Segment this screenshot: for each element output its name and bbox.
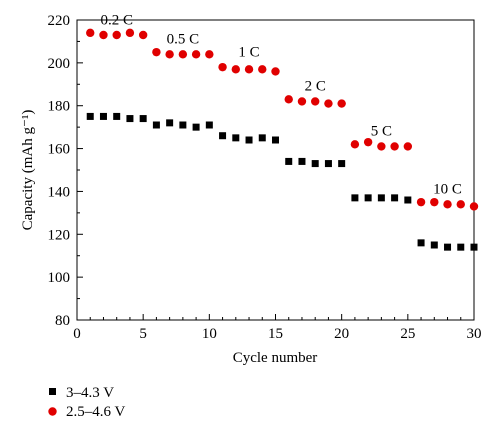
data-point-3-4.3v [351,194,359,202]
data-point-3-4.3v [126,115,134,123]
data-point-2.5-4.6v [430,197,439,207]
legend-label-2.5-4.6v: 2.5–4.6 V [66,404,125,420]
data-point-3-4.3v [192,123,200,131]
data-point-3-4.3v [457,243,465,251]
data-point-2.5-4.6v [456,200,465,209]
legend: 3–4.3 V 2.5–4.6 V [48,385,125,420]
x-axis-title: Cycle number [233,350,318,366]
rate-label: 2 C [305,79,326,95]
data-point-2.5-4.6v [297,97,307,106]
x-tick-label: 30 [467,326,482,342]
data-point-2.5-4.6v [178,50,188,59]
data-point-3-4.3v [152,121,160,129]
data-point-2.5-4.6v [231,65,240,74]
data-point-3-4.3v [324,160,332,168]
data-point-3-4.3v [219,132,227,140]
x-tick-label: 10 [202,326,217,342]
y-tick-label: 180 [48,99,71,115]
data-point-2.5-4.6v [311,97,320,106]
data-point-2.5-4.6v [205,50,214,59]
rate-label: 0.2 C [100,12,133,28]
data-point-3-4.3v [258,134,266,142]
data-point-2.5-4.6v [165,50,174,59]
y-tick-label: 220 [48,13,71,29]
data-point-2.5-4.6v [390,142,399,151]
data-point-2.5-4.6v [377,142,386,151]
data-point-3-4.3v [364,194,372,202]
data-point-3-4.3v [377,194,385,202]
data-point-3-4.3v [430,241,438,249]
x-tick-label: 0 [73,326,81,342]
data-point-2.5-4.6v [363,137,373,147]
data-point-2.5-4.6v [258,65,267,74]
data-point-2.5-4.6v [112,30,121,40]
data-point-3-4.3v [113,112,121,120]
y-axis: 80 100 120 140 160 180 200 220 [48,13,83,329]
y-axis-title: Capacity (mAh g⁻¹) [20,110,36,231]
data-point-2.5-4.6v [152,47,161,57]
x-axis: 0 5 10 15 20 25 30 [73,314,482,342]
data-point-3-4.3v [272,136,279,144]
data-point-2.5-4.6v [125,28,135,38]
data-point-2.5-4.6v [284,95,293,104]
x-tick-label: 25 [400,326,415,342]
data-point-3-4.3v [232,134,240,142]
data-point-2.5-4.6v [324,99,333,108]
x-tick-label: 15 [268,326,283,342]
data-point-2.5-4.6v [403,142,413,151]
data-point-2.5-4.6v [443,200,452,209]
data-point-2.5-4.6v [191,50,201,59]
y-tick-label: 160 [48,142,71,158]
data-point-3-4.3v [205,121,213,129]
rate-label: 0.5 C [167,32,200,48]
legend-marker-2.5-4.6v [48,407,57,416]
data-point-3-4.3v [338,160,346,168]
data-point-2.5-4.6v [271,67,280,76]
data-point-2.5-4.6v [138,30,148,40]
data-point-2.5-4.6v [350,140,360,149]
rate-label: 10 C [433,182,462,198]
data-point-2.5-4.6v [416,197,426,207]
legend-label-3-4.3v: 3–4.3 V [66,385,114,401]
y-tick-label: 200 [48,56,71,72]
data-point-3-4.3v [139,115,147,123]
data-point-2.5-4.6v [244,65,254,74]
data-point-3-4.3v [245,136,253,144]
x-tick-label: 5 [139,326,147,342]
data-point-2.5-4.6v [337,99,346,108]
y-tick-label: 120 [48,227,71,243]
legend-marker-3-4.3v [49,388,56,395]
data-point-3-4.3v [444,243,452,251]
data-point-2.5-4.6v [86,28,95,38]
data-point-3-4.3v [391,194,399,202]
data-point-2.5-4.6v [469,202,479,211]
rate-label: 1 C [238,44,259,60]
series-layer [86,28,479,251]
data-point-3-4.3v [166,119,174,127]
y-tick-label: 140 [48,184,71,200]
data-point-3-4.3v [404,196,412,204]
data-point-3-4.3v [99,112,107,120]
y-tick-label: 80 [55,313,70,329]
data-point-3-4.3v [311,160,319,168]
data-point-3-4.3v [179,121,187,129]
plot-frame [76,19,475,321]
rate-labels: 0.2 C 0.5 C 1 C 2 C 5 C 10 C [100,12,461,197]
y-tick-label: 100 [48,270,71,286]
data-point-2.5-4.6v [99,30,108,40]
data-point-3-4.3v [285,157,293,165]
data-point-3-4.3v [86,112,94,120]
data-point-2.5-4.6v [218,62,227,72]
x-tick-label: 20 [334,326,349,342]
rate-label: 5 C [371,124,392,140]
data-point-3-4.3v [298,157,306,165]
data-point-3-4.3v [470,243,478,251]
data-point-3-4.3v [417,239,425,247]
